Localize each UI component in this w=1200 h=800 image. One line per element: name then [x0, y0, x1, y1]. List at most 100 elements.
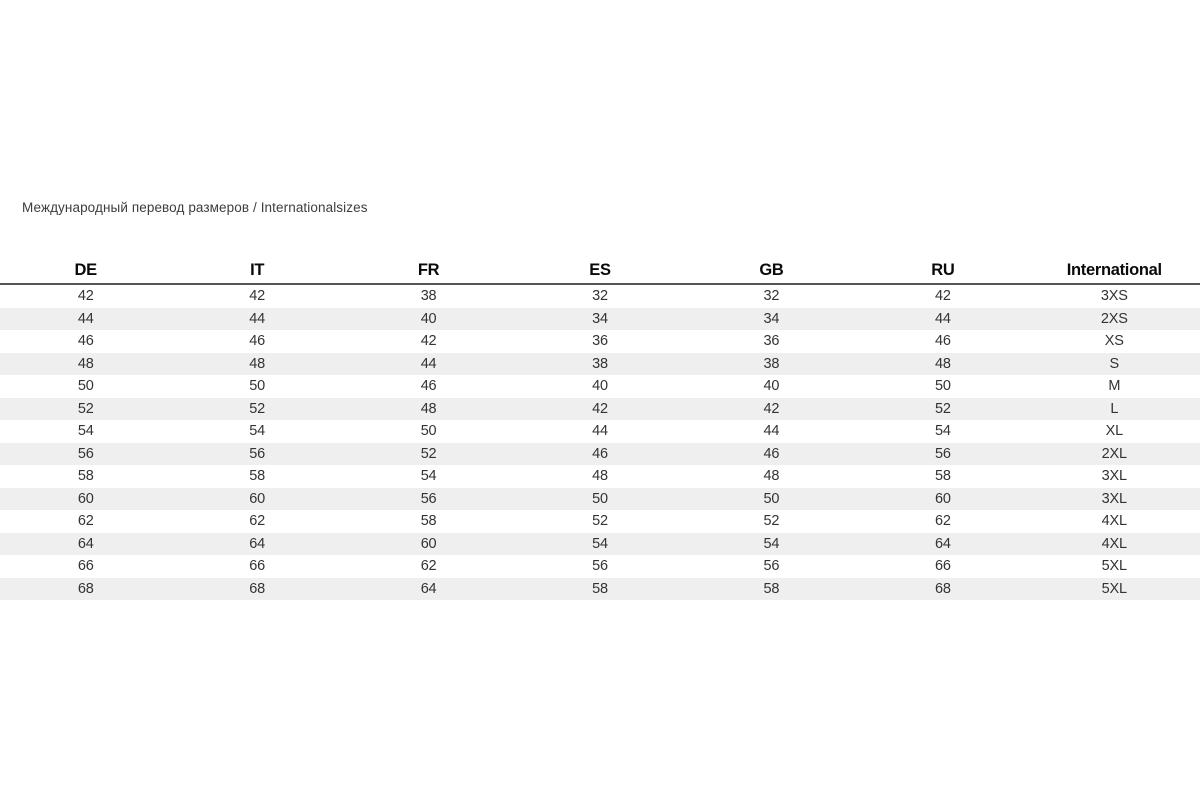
table-cell: 3XL — [1028, 487, 1200, 510]
table-cell: L — [1028, 397, 1200, 420]
table-row: 64 64 60 54 54 64 4XL — [0, 532, 1200, 555]
table-row: 42 42 38 32 32 42 3XS — [0, 284, 1200, 308]
table-row: 50 50 46 40 40 50 M — [0, 375, 1200, 398]
table-cell: 52 — [592, 513, 608, 530]
table-cell: 2XS — [1028, 307, 1200, 330]
table-cell: 50 — [249, 378, 265, 395]
table-cell: 62 — [420, 558, 437, 575]
table-header: DE IT FR ES GB RU International — [0, 257, 1200, 285]
table-cell: 42 — [685, 397, 858, 420]
table-cell: 36 — [763, 333, 780, 350]
table-cell: 50 — [934, 378, 951, 395]
table-cell: 64 — [857, 532, 1029, 555]
table-cell: 54 — [420, 468, 437, 485]
column-header-international: International — [1028, 257, 1200, 285]
table-cell: 34 — [685, 307, 858, 330]
column-header-es: ES — [514, 257, 686, 285]
table-row: 58 58 54 48 48 58 3XL — [0, 465, 1200, 488]
table-row: 48 48 44 38 38 48 S — [0, 352, 1200, 375]
size-conversion-table: DE IT FR ES GB RU International 42 42 38 32 32 42 3X… — [0, 257, 1200, 600]
table-cell: 58 — [77, 468, 94, 485]
table-cell: 56 — [342, 487, 515, 510]
column-header-de: DE — [0, 257, 172, 285]
table-row: 62 62 58 52 52 62 4XL — [0, 510, 1200, 533]
table-cell: 44 — [857, 307, 1029, 330]
table-cell: 3XS — [1100, 288, 1128, 305]
table-cell: 42 — [420, 333, 437, 350]
table-cell: 42 — [249, 288, 265, 305]
table-row: 68 68 64 58 58 68 5XL — [0, 577, 1200, 600]
table-cell: 52 — [0, 397, 172, 420]
table-cell: 46 — [514, 442, 686, 465]
table-cell: 54 — [249, 423, 265, 440]
table-cell: 40 — [342, 307, 515, 330]
table-cell: M — [1108, 378, 1121, 395]
table-cell: 56 — [171, 442, 343, 465]
page-title: Международный перевод размеров / Interna… — [22, 200, 368, 215]
table-row: 60 60 56 50 50 60 3XL — [0, 487, 1200, 510]
table-cell: 54 — [685, 532, 858, 555]
table-cell: 2XL — [1028, 442, 1200, 465]
column-header-it: IT — [171, 257, 343, 285]
table-cell: 44 — [763, 423, 780, 440]
table-row: 54 54 50 44 44 54 XL — [0, 420, 1200, 443]
table-cell: 46 — [685, 442, 858, 465]
table-cell: 58 — [514, 577, 686, 600]
table-cell: 52 — [342, 442, 515, 465]
table-cell: 36 — [592, 333, 608, 350]
table-cell: 48 — [171, 352, 343, 375]
table-cell: S — [1028, 352, 1200, 375]
table-cell: 56 — [857, 442, 1029, 465]
table-cell: 48 — [342, 397, 515, 420]
table-cell: 4XL — [1101, 513, 1127, 530]
table-cell: 52 — [857, 397, 1029, 420]
table-cell: 64 — [171, 532, 343, 555]
table-cell: 50 — [514, 487, 686, 510]
header-row: DE IT FR ES GB RU International — [0, 257, 1200, 285]
table-cell: 56 — [0, 442, 172, 465]
table-cell: 60 — [342, 532, 515, 555]
table-cell: 58 — [685, 577, 858, 600]
table-cell: 54 — [934, 423, 951, 440]
table-cell: 50 — [77, 378, 94, 395]
table-cell: 52 — [763, 513, 780, 530]
table-cell: 60 — [857, 487, 1029, 510]
column-header-ru: RU — [857, 257, 1029, 285]
table-cell: 54 — [514, 532, 686, 555]
table-cell: 60 — [0, 487, 172, 510]
table-cell: 50 — [685, 487, 858, 510]
table-cell: 44 — [0, 307, 172, 330]
table-cell: 40 — [592, 378, 608, 395]
table-cell: 44 — [342, 352, 515, 375]
table-cell: 46 — [249, 333, 265, 350]
table-cell: 46 — [420, 378, 437, 395]
table-cell: 56 — [592, 558, 608, 575]
table-cell: 40 — [763, 378, 780, 395]
table-cell: 38 — [685, 352, 858, 375]
table-cell: 68 — [171, 577, 343, 600]
table-cell: 3XL — [1101, 468, 1127, 485]
table-cell: 46 — [934, 333, 951, 350]
table-cell: 56 — [763, 558, 780, 575]
table-cell: 32 — [763, 288, 780, 305]
table-cell: 58 — [249, 468, 265, 485]
table-cell: 48 — [0, 352, 172, 375]
table-row: 44 44 40 34 34 44 2XS — [0, 307, 1200, 330]
table-cell: 42 — [77, 288, 94, 305]
table-cell: 42 — [514, 397, 686, 420]
table-cell: 66 — [77, 558, 94, 575]
table-cell: 54 — [77, 423, 94, 440]
table-cell: XL — [1105, 423, 1124, 440]
table-cell: 64 — [342, 577, 515, 600]
table-row: 52 52 48 42 42 52 L — [0, 397, 1200, 420]
table-cell: 50 — [420, 423, 437, 440]
table-cell: 48 — [763, 468, 780, 485]
table-cell: 66 — [249, 558, 265, 575]
table-cell: XS — [1104, 333, 1124, 350]
table-cell: 66 — [934, 558, 951, 575]
table-cell: 68 — [0, 577, 172, 600]
table-body: 42 42 38 32 32 42 3XS 44 44 40 34 34 44 2XS 46 46 42 36 36… — [0, 284, 1200, 600]
table-cell: 58 — [934, 468, 951, 485]
table-cell: 48 — [592, 468, 608, 485]
